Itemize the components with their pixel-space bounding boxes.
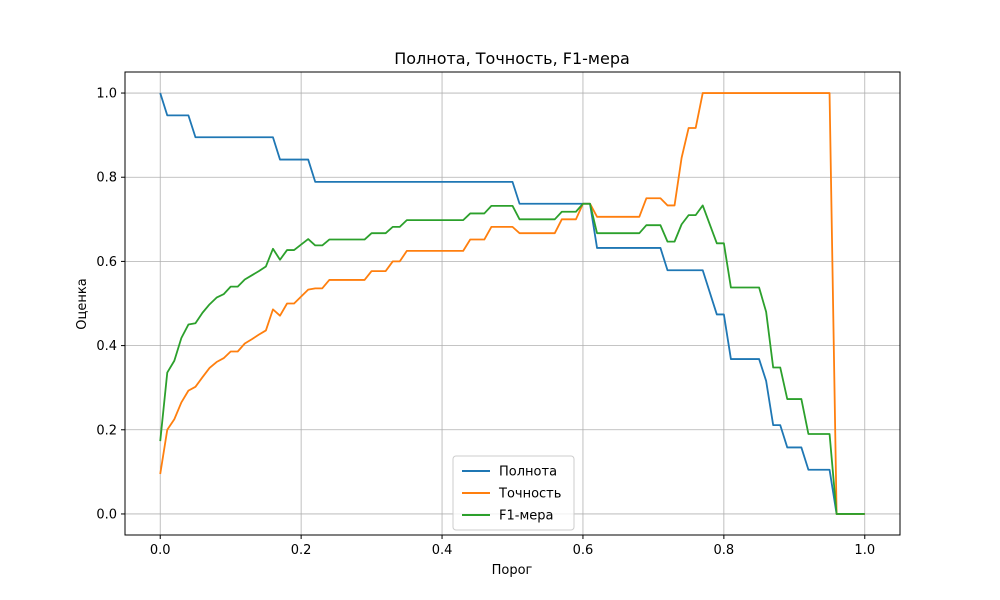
- x-tick-label: 1.0: [854, 543, 875, 558]
- x-tick-label: 0.0: [150, 543, 171, 558]
- x-tick-label: 0.2: [291, 543, 312, 558]
- series-line-3: [159, 202, 865, 515]
- x-axis-label: Порог: [492, 563, 533, 578]
- x-tick-label: 0.8: [714, 543, 735, 558]
- y-axis-label: Оценка: [75, 278, 90, 329]
- legend-label-2: Точность: [498, 487, 561, 502]
- series-line-2: [159, 92, 865, 515]
- legend-box: [452, 455, 575, 531]
- chart-title: Полнота, Точность, F1-мера: [394, 49, 630, 68]
- axis-ticks: 0.0 0.2 0.4 0.6 0.8 1.0 0.0 0.2 0.4 0.6 0.8 1.0: [96, 87, 875, 558]
- y-tick-label: 0.4: [96, 339, 117, 354]
- x-tick-label: 0.4: [432, 543, 453, 558]
- y-tick-label: 0.8: [96, 171, 117, 186]
- y-tick-label: 0.0: [96, 507, 117, 522]
- plot-series: [159, 92, 865, 515]
- legend: Полнота Точность F1-мера: [452, 455, 575, 531]
- grid-lines: [125, 72, 900, 535]
- legend-label-1: Полнота: [499, 465, 557, 480]
- series-line-1: [159, 92, 865, 515]
- plot-frame: [124, 71, 901, 536]
- y-tick-label: 0.6: [96, 255, 117, 270]
- y-tick-label: 0.2: [96, 423, 117, 438]
- y-tick-label: 1.0: [96, 87, 117, 102]
- legend-label-3: F1-мера: [499, 509, 553, 524]
- x-tick-label: 0.6: [573, 543, 594, 558]
